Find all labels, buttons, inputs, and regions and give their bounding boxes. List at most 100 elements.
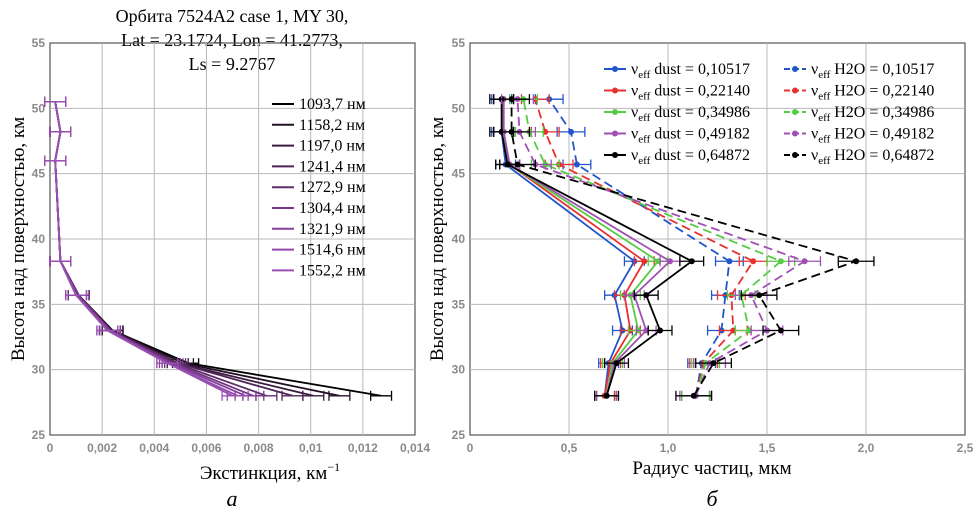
data-point	[777, 327, 784, 334]
series-5	[44, 96, 278, 401]
series-line	[516, 99, 807, 397]
y-tick-label: 30	[452, 363, 466, 377]
legend-nu-sub: eff	[818, 134, 830, 146]
legend-item: νeff dust = 0,49182	[604, 126, 750, 146]
legend-nu: ν	[811, 61, 818, 78]
data-point	[573, 161, 580, 168]
y-tick-label: 50	[452, 101, 466, 115]
ticks-b: 25 30 35 40 45 50 55 0 0,5 1,0 1,5 2,0 2,5	[452, 36, 974, 455]
x-tick-label: 0,01	[299, 441, 323, 455]
legend-marker	[792, 66, 798, 72]
data-point	[756, 292, 763, 299]
legend-item: νeff H2O = 0,64872	[784, 147, 934, 167]
y-tick-label: 55	[32, 36, 46, 50]
legend-nu-sub: eff	[818, 91, 830, 103]
legend-label-text: H2O = 0,34986	[830, 104, 934, 121]
legend-item: νeff dust = 0,10517	[604, 61, 750, 81]
legend-marker	[612, 152, 618, 158]
series-8	[44, 96, 249, 401]
legend-nu-sub: eff	[638, 155, 650, 167]
legend-item: 1093,7 нм	[272, 96, 366, 113]
legend-nu-sub: eff	[638, 91, 650, 103]
legend-label: 1552,2 нм	[299, 262, 366, 279]
legend-nu-sub: eff	[818, 112, 830, 124]
legend-marker	[612, 109, 618, 115]
y-tick-label: 45	[32, 167, 46, 181]
series-line	[500, 99, 636, 396]
series-9	[44, 96, 244, 401]
legend-a: 1093,7 нм 1158,2 нм 1197,0 нм 1241,4 нм 1272…	[272, 96, 366, 279]
series-10	[493, 94, 875, 401]
title-line-2: Lat = 23.1724, Lon = 41.2773,	[121, 30, 343, 50]
legend-label: 1158,2 нм	[299, 117, 365, 134]
x-tick-label: 0	[467, 441, 474, 455]
legend-label-text: H2O = 0,49182	[830, 126, 934, 143]
x-tick-label: 0,008	[244, 441, 274, 455]
legend-label: νeff dust = 0,10517	[631, 61, 750, 81]
x-tick-label: 0,004	[139, 441, 169, 455]
legend-label: νeff dust = 0,34986	[631, 104, 750, 124]
data-point	[613, 360, 620, 367]
data-point	[690, 392, 697, 399]
data-point	[657, 327, 664, 334]
legend-nu: ν	[811, 104, 818, 121]
title-line-1: Орбита 7524A2 case 1, MY 30,	[116, 6, 349, 26]
x-tick-label: 2,0	[858, 441, 875, 455]
legend-marker	[792, 130, 798, 137]
panel-label-a: а	[227, 486, 238, 511]
legend-item: νeff dust = 0,22140	[604, 83, 750, 103]
legend-nu: ν	[631, 126, 638, 143]
legend-label-text: dust = 0,10517	[650, 61, 750, 78]
legend-label: 1197,0 нм	[299, 138, 365, 155]
legend-nu-sub: eff	[638, 134, 650, 146]
series-line	[54, 101, 340, 397]
x-tick-label: 0,002	[87, 441, 117, 455]
data-point	[643, 292, 650, 299]
series-line	[54, 101, 293, 397]
y-tick-label: 50	[32, 101, 46, 115]
series-line	[54, 101, 233, 397]
legend-label: 1241,4 нм	[299, 158, 366, 175]
legend-marker	[612, 130, 618, 137]
legend-item: 1241,4 нм	[272, 158, 366, 175]
legend-marker	[612, 87, 618, 94]
data-point	[641, 258, 648, 265]
data-point	[508, 96, 515, 103]
legend-item: 1197,0 нм	[272, 138, 365, 155]
legend-item: νeff H2O = 0,49182	[784, 126, 934, 146]
series-b	[489, 94, 875, 401]
legend-label: νeff H2O = 0,22140	[811, 83, 934, 103]
legend-nu-sub: eff	[818, 69, 830, 81]
legend-label: νeff dust = 0,64872	[631, 147, 750, 167]
grid-a	[50, 43, 415, 435]
legend-item: νeff H2O = 0,34986	[784, 104, 934, 124]
legend-item: 1514,6 нм	[272, 242, 366, 259]
legend-item: νeff dust = 0,64872	[604, 147, 750, 167]
x-tick-label: 1,0	[660, 441, 677, 455]
data-point	[853, 258, 860, 265]
legend-label-text: H2O = 0,22140	[830, 83, 934, 100]
data-point	[777, 258, 784, 265]
legend-item: 1158,2 нм	[272, 117, 365, 134]
legend-label: 1514,6 нм	[299, 242, 366, 259]
legend-nu: ν	[631, 147, 638, 164]
legend-nu: ν	[811, 126, 818, 143]
ticks-a: 25 30 35 40 45 50 55 0 0,002 0,004 0,006 0,008 0,01 0…	[32, 36, 431, 455]
panel-label-b: б	[706, 486, 718, 511]
legend-nu-sub: eff	[818, 155, 830, 167]
panel-a: Орбита 7524A2 case 1, MY 30, Lat = 23.17…	[8, 6, 430, 511]
data-point	[666, 258, 673, 265]
x-tick-label: 0,5	[561, 441, 578, 455]
legend-nu: ν	[811, 147, 818, 164]
data-point	[508, 128, 515, 135]
series-7	[44, 96, 257, 401]
x-tick-label: 2,5	[957, 441, 974, 455]
legend-label: νeff H2O = 0,10517	[811, 61, 934, 81]
x-tick-label: 0,012	[348, 441, 378, 455]
legend-item: 1552,2 нм	[272, 262, 366, 279]
y-tick-label: 25	[452, 428, 466, 442]
legend-item: 1321,9 нм	[272, 221, 366, 238]
